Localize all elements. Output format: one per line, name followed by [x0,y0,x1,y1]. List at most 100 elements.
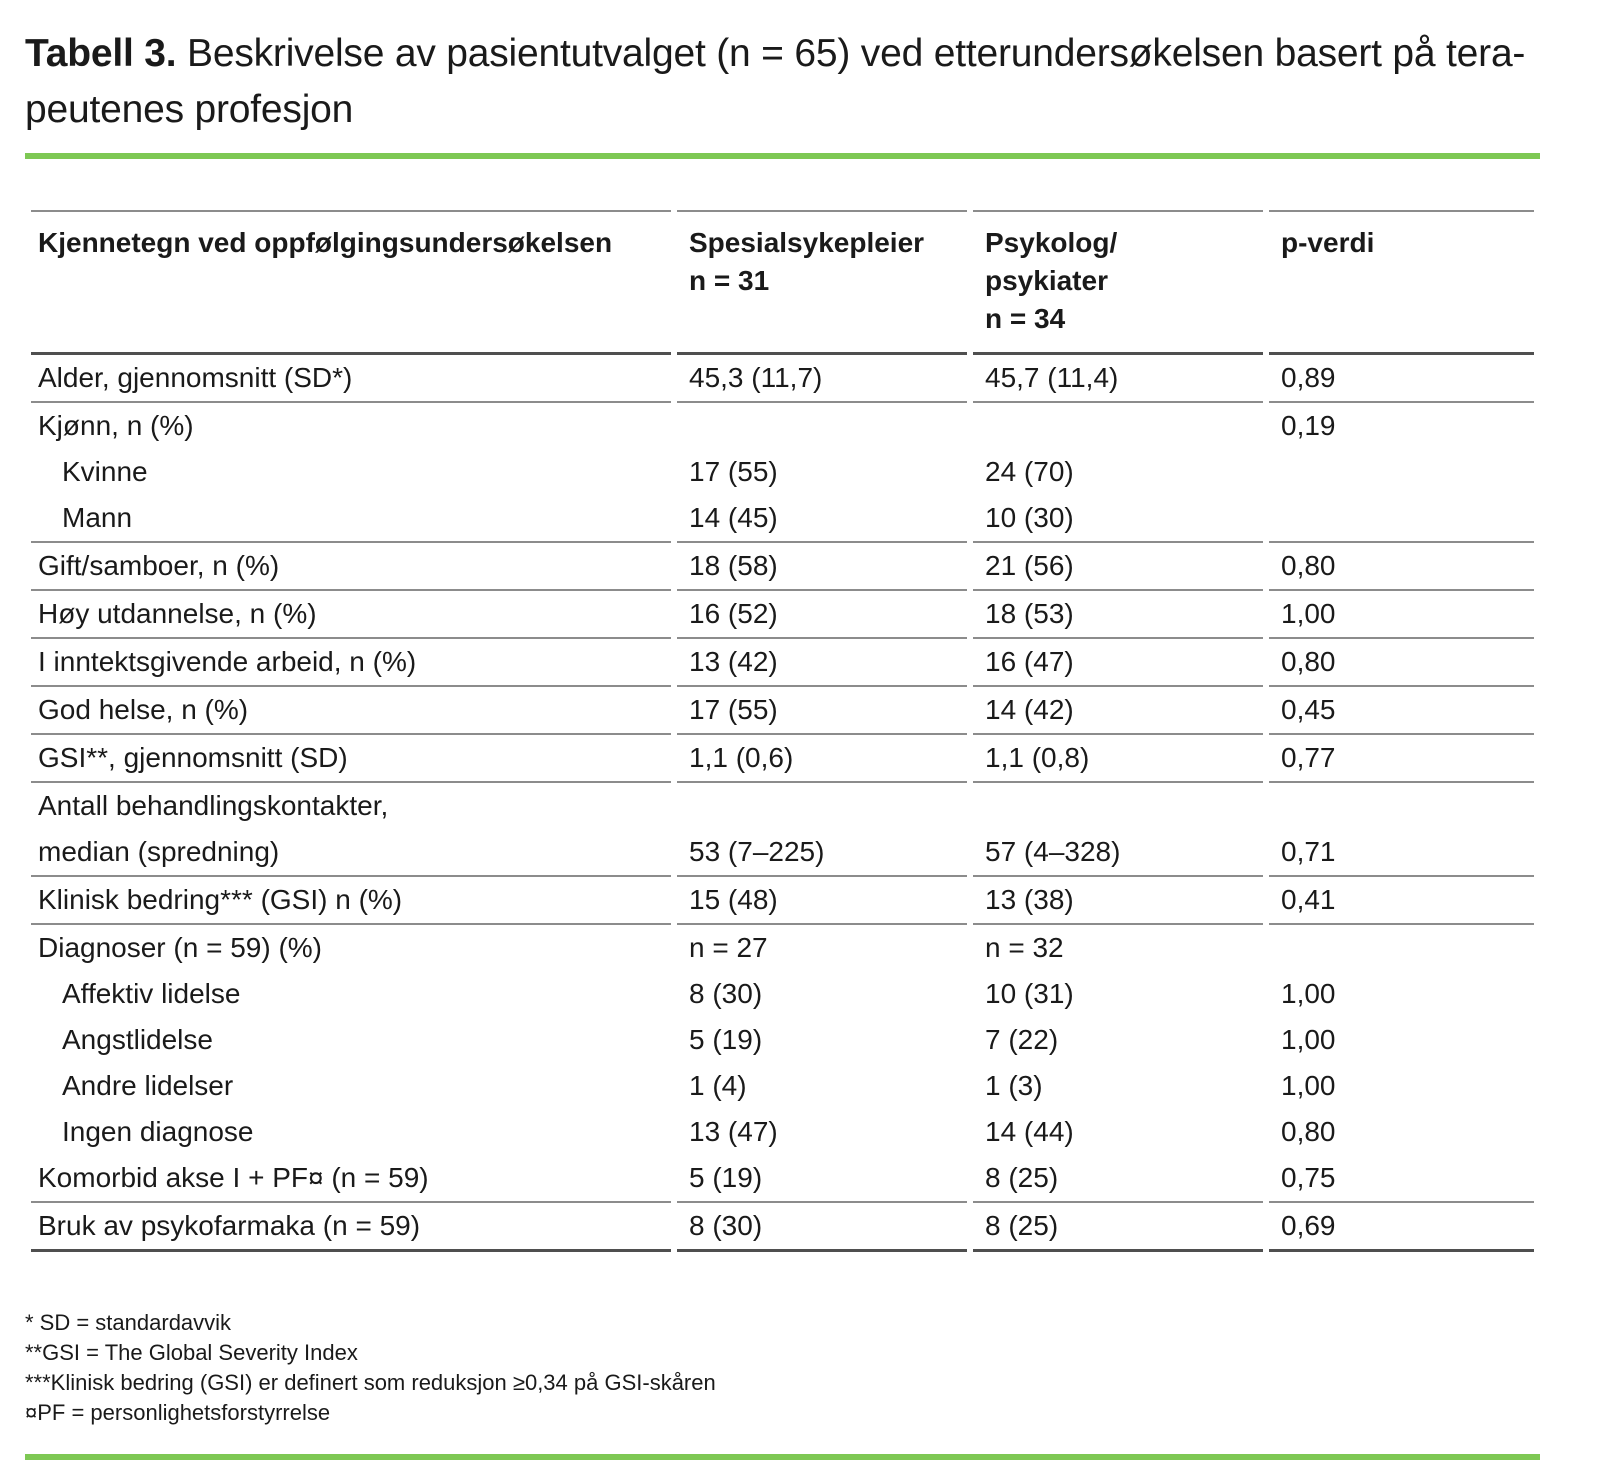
table-row: Mann 14 (45) 10 (30) [31,495,1534,543]
value-cell-group-2: 14 (44) [985,1116,1074,1147]
row-label: Antall behandlingskontakter, [38,790,389,821]
row-label: Affektiv lidelse [62,978,241,1009]
value-cell-group-2: 10 (31) [985,978,1074,1009]
value-cell-group-2 [973,783,1263,829]
table-row: Komorbid akse I + PF¤ (n = 59) 5 (19) 8 (2… [31,1155,1534,1203]
value-cell-group-1: 45,3 (11,7) [677,355,967,403]
table-row: GSI**, gjennomsnitt (SD) 1,1 (0,6) 1,1 (0,… [31,735,1534,783]
value-cell-group-2: 16 (47) [973,639,1263,687]
footnote: * SD = standardavvik [25,1310,232,1335]
p-value-cell: 1,00 [1269,591,1534,639]
row-label: I inntektsgivende arbeid, n (%) [31,639,671,687]
p-value-cell: 1,00 [1281,1024,1336,1055]
p-value-cell [1269,449,1534,495]
table-title-label: Tabell 3. [25,32,177,75]
p-value-cell: 1,00 [1281,1070,1336,1101]
value-cell-group-1: 15 (48) [677,877,967,925]
value-cell-group-2: 7 (22) [985,1024,1059,1055]
green-divider-top [25,153,1540,159]
table-row: Gift/samboer, n (%) 18 (58) 21 (56) 0,80 [31,543,1534,591]
green-divider-bottom [25,1454,1540,1460]
table-row: Affektiv lidelse 8 (30) 10 (31) 1,00 [31,971,1534,1017]
table-row: Bruk av psykofarmaka (n = 59) 8 (30) 8 (25… [31,1203,1534,1252]
value-cell-group-2: 8 (25) [973,1155,1263,1203]
value-cell-group-1 [677,783,967,829]
table-row: Andre lidelser 1 (4) 1 (3) 1,00 [31,1063,1534,1109]
row-label: Kvinne [62,456,148,487]
value-cell-group-1: 53 (7–225) [677,829,967,877]
value-cell-group-1: 13 (47) [689,1116,778,1147]
column-header-2: Spesialsykepleier n = 31 [677,210,967,355]
table-row: Ingen diagnose 13 (47) 14 (44) 0,80 [31,1109,1534,1155]
value-cell-group-2: n = 32 [985,932,1064,963]
table-row: Diagnoser (n = 59) (%) n = 27 n = 32 [31,925,1534,971]
value-cell-group-2: 1,1 (0,8) [973,735,1263,783]
row-label: Komorbid akse I + PF¤ (n = 59) [31,1155,671,1203]
row-label: Alder, gjennomsnitt (SD*) [31,355,671,403]
value-cell-group-1: 17 (55) [689,456,778,487]
footnote: ¤PF = personlighetsforstyrrelse [25,1400,331,1425]
column-header-1: Kjennetegn ved oppfølgingsundersøkelsen [31,210,671,355]
p-value-cell: 0,89 [1269,355,1534,403]
value-cell-group-1: n = 27 [689,932,768,963]
value-cell-group-1: 1 (4) [689,1070,747,1101]
row-label: Ingen diagnose [62,1116,254,1147]
value-cell-group-2: 45,7 (11,4) [973,355,1263,403]
column-header-3: Psykolog/ psykiater n = 34 [973,210,1263,355]
value-cell-group-1 [677,403,967,449]
p-value-cell: 0,77 [1269,735,1534,783]
table-row: Høy utdannelse, n (%) 16 (52) 18 (53) 1,00 [31,591,1534,639]
row-label: Angstlidelse [62,1024,213,1055]
table-title-text-line2: peutenes profesjon [25,88,354,131]
row-label: Klinisk bedring*** (GSI) n (%) [31,877,671,925]
table-row: I inntektsgivende arbeid, n (%) 13 (42) 16… [31,639,1534,687]
p-value-cell: 0,75 [1269,1155,1534,1203]
value-cell-group-1: 5 (19) [677,1155,967,1203]
p-value-cell: 0,69 [1269,1203,1534,1252]
p-value-cell: 0,80 [1281,1116,1336,1147]
value-cell-group-1: 18 (58) [677,543,967,591]
value-cell-group-1: 14 (45) [677,495,967,543]
value-cell-group-2: 24 (70) [985,456,1074,487]
row-label: Kjønn, n (%) [38,410,194,441]
value-cell-group-2: 21 (56) [973,543,1263,591]
p-value-cell [1269,783,1534,829]
table-row: Kvinne 17 (55) 24 (70) [31,449,1534,495]
row-label: God helse, n (%) [31,687,671,735]
p-value-cell [1269,925,1534,971]
value-cell-group-1: 16 (52) [677,591,967,639]
p-value-cell: 0,41 [1269,877,1534,925]
p-value-cell: 0,19 [1281,410,1336,441]
value-cell-group-2: 14 (42) [973,687,1263,735]
row-label: GSI**, gjennomsnitt (SD) [31,735,671,783]
article-page: { "colors": { "text": "#1a1a1a", "accent… [25,26,1555,1460]
value-cell-group-1: 8 (30) [689,978,763,1009]
p-value-cell: 0,80 [1269,639,1534,687]
value-cell-group-2 [973,403,1263,449]
value-cell-group-2: 13 (38) [973,877,1263,925]
value-cell-group-2: 1 (3) [985,1070,1043,1101]
value-cell-group-1: 1,1 (0,6) [677,735,967,783]
p-value-cell [1269,495,1534,543]
table-row: Kjønn, n (%) 0,19 [31,403,1534,449]
row-label: Høy utdannelse, n (%) [31,591,671,639]
table-row: Klinisk bedring*** (GSI) n (%) 15 (48) 13 … [31,877,1534,925]
table-row: Angstlidelse 5 (19) 7 (22) 1,00 [31,1017,1534,1063]
row-label: Diagnoser (n = 59) (%) [38,932,323,963]
table-row: Antall behandlingskontakter, [31,783,1534,829]
footnotes: * SD = standardavvik **GSI = The Global S… [25,1308,1575,1428]
row-label: median (spredning) [31,829,671,877]
row-label: Andre lidelser [62,1070,234,1101]
table-row: God helse, n (%) 17 (55) 14 (42) 0,45 [31,687,1534,735]
table-title: Tabell 3. Beskrivelse av pasientutvalget… [25,26,1555,138]
row-label: Mann [31,495,671,543]
value-cell-group-1: 17 (55) [677,687,967,735]
value-cell-group-1: 8 (30) [677,1203,967,1252]
value-cell-group-2: 18 (53) [973,591,1263,639]
row-label: Bruk av psykofarmaka (n = 59) [31,1203,671,1252]
footnote: **GSI = The Global Severity Index [25,1340,358,1365]
p-value-cell: 0,45 [1269,687,1534,735]
table-row: median (spredning) 53 (7–225) 57 (4–328) 0,… [31,829,1534,877]
column-header-4: p-verdi [1269,210,1534,355]
table-title-text-line1: Beskrivelse av pasientutvalget (n = 65) … [187,32,1526,75]
